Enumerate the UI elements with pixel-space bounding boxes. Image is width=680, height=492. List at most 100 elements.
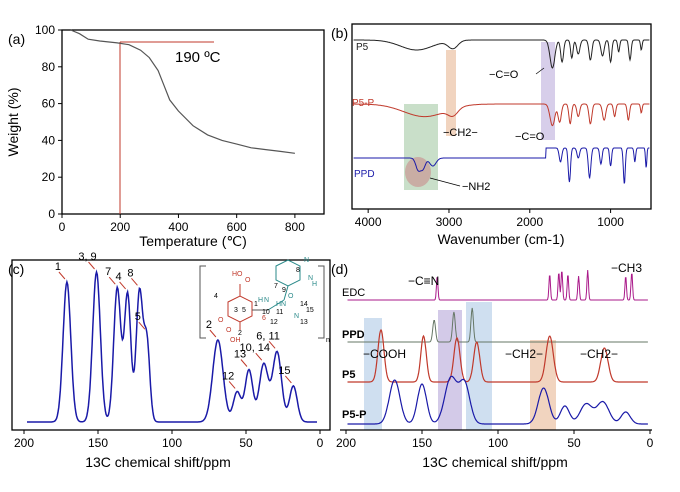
- a-x-tick-label-3: 600: [227, 220, 247, 234]
- annot-co-top: −C=O: [489, 69, 519, 81]
- series-p5p-nmr-label: P5-P: [342, 409, 366, 421]
- panel-b-x-ticks: 4000 3000 2000 1000: [355, 209, 624, 229]
- peak-arrow-5: [138, 321, 146, 330]
- series-p5-label: P5: [356, 42, 369, 53]
- panel-a-y-ticks: 0 20 40 60 80 100: [35, 23, 62, 221]
- panel-a-tga-curve: [70, 29, 295, 154]
- peak-arrow-1: [88, 261, 95, 270]
- struct-lbl-13: N: [264, 297, 269, 304]
- panel-c-xlabel: 13C chemical shift/ppm: [85, 454, 231, 470]
- structure-bond-link: [267, 299, 285, 311]
- struct-lbl-3: 3: [234, 307, 238, 314]
- a-y-tick-label-0: 0: [48, 207, 55, 221]
- panel-a-ylabel: Weight (%): [5, 88, 21, 157]
- struct-lbl-17: 14: [300, 301, 308, 308]
- peak-label-7: 12: [222, 370, 234, 382]
- panel-a: (a) 190 ºC 0 200 400 600 800 0 20 40 60 80 100 Te…: [5, 23, 325, 249]
- annot-co-bottom: −C=O: [515, 131, 545, 143]
- peak-label-3: 4: [116, 271, 122, 283]
- struct-lbl-7: 2: [238, 330, 242, 337]
- series-edc-nmr-label: EDC: [342, 287, 365, 299]
- annot-cooh: −COOH: [363, 347, 406, 361]
- peak-label-1: 3, 9: [78, 251, 96, 263]
- series-p5p-line: [353, 103, 650, 127]
- peak-arrow-0: [58, 271, 66, 280]
- d-x-tick-label-2: 100: [488, 436, 508, 450]
- peak-label-4: 8: [127, 267, 133, 279]
- series-p5-nmr-line: [347, 328, 648, 383]
- panel-c-x-ticks: 200 150 100 50 0: [14, 430, 324, 450]
- series-p5p-nmr-line: [347, 375, 648, 425]
- series-edc-line: [347, 269, 648, 301]
- a-x-tick-label-0: 0: [59, 220, 66, 234]
- structure-bond-ring: [283, 285, 289, 301]
- peak-label-2: 7: [105, 266, 111, 278]
- b-x-tick-label-2: 2000: [516, 215, 543, 229]
- band-d-2: [438, 310, 462, 430]
- struct-lbl-25: N: [304, 257, 309, 264]
- panel-b: (b) P5 P5-P PPD −C=O −CH2− −C=O −NH2 400…: [331, 23, 652, 247]
- series-p5-nmr-label: P5: [342, 369, 355, 381]
- struct-lbl-18: 10: [262, 309, 270, 316]
- a-y-tick-label-5: 100: [35, 23, 55, 37]
- annot-ch2-b: −CH2−: [580, 347, 618, 361]
- a-y-tick-label-2: 40: [42, 133, 56, 147]
- struct-lbl-4: 1: [254, 301, 258, 308]
- structure-inset: HO O 4 3 1 5 6 2 O OH 8 7 9 N H HN O 14 …: [199, 257, 330, 344]
- b-x-tick-label-0: 4000: [355, 215, 382, 229]
- band-d-3: [466, 302, 492, 430]
- a-x-tick-label-4: 800: [285, 220, 305, 234]
- peak-arrow-7: [228, 381, 236, 389]
- struct-lbl-28: O: [218, 317, 224, 324]
- series-ppd-label: PPD: [354, 169, 375, 180]
- d-x-tick-label-0: 200: [336, 436, 356, 450]
- c-x-tick-label-0: 200: [14, 436, 34, 450]
- struct-lbl-22: 13: [300, 319, 308, 326]
- a-y-tick-label-4: 80: [42, 60, 56, 74]
- panel-a-x-ticks: 0 200 400 600 800: [59, 214, 305, 234]
- struct-lbl-9: OH: [230, 337, 241, 344]
- peak-arrow-10: [268, 341, 276, 349]
- panel-c-frame: [11, 259, 331, 431]
- peak-arrow-9: [255, 352, 263, 361]
- series-ppd-nmr-label: PPD: [342, 329, 365, 341]
- panel-d: (d) EDC PPD P5 P5-P −C≡N −CH3 −COOH −CH2…: [331, 261, 654, 470]
- series-p5-line: [353, 39, 650, 69]
- c-x-tick-label-3: 50: [239, 436, 253, 450]
- struct-lbl-26: N: [308, 275, 313, 282]
- annot-ch3: −CH3: [611, 261, 642, 275]
- peak-label-8: 13: [234, 349, 246, 361]
- annot-ch2-a: −CH2−: [505, 347, 543, 361]
- annot-nh2-leader: [429, 177, 461, 187]
- struct-lbl-20: N: [294, 313, 299, 320]
- c-x-tick-label-1: 150: [88, 436, 108, 450]
- series-ppd-nmr-line: [347, 307, 648, 343]
- struct-lbl-27: H: [312, 281, 317, 288]
- peak-arrow-3: [119, 281, 126, 290]
- struct-lbl-0: HO: [232, 271, 243, 278]
- panel-b-label: (b): [331, 25, 348, 41]
- a-x-tick-label-2: 400: [168, 220, 188, 234]
- struct-lbl-15: HN: [276, 301, 286, 308]
- peak-label-6: 2: [206, 319, 212, 331]
- struct-lbl-16: O: [288, 293, 294, 300]
- panel-a-annotation: 190 ºC: [175, 49, 221, 66]
- struct-lbl-23: 15: [306, 307, 314, 314]
- band-ch2: [446, 50, 456, 136]
- struct-lbl-11: 7: [274, 283, 278, 290]
- panel-b-frame: [351, 23, 652, 210]
- peak-label-9: 10, 14: [239, 342, 270, 354]
- struct-lbl-8: O: [226, 327, 232, 334]
- struct-lbl-12: 9: [282, 287, 286, 294]
- d-x-tick-label-3: 50: [567, 436, 581, 450]
- a-y-tick-label-1: 20: [42, 170, 56, 184]
- band-d-1: [364, 318, 382, 430]
- peak-arrow-2: [108, 276, 116, 285]
- annot-cn: −C≡N: [408, 274, 439, 288]
- annot-nh2: −NH2: [462, 181, 490, 193]
- peak-label-11: 15: [278, 365, 290, 377]
- peak-arrow-6: [209, 329, 217, 338]
- series-ppd-line: [353, 147, 650, 184]
